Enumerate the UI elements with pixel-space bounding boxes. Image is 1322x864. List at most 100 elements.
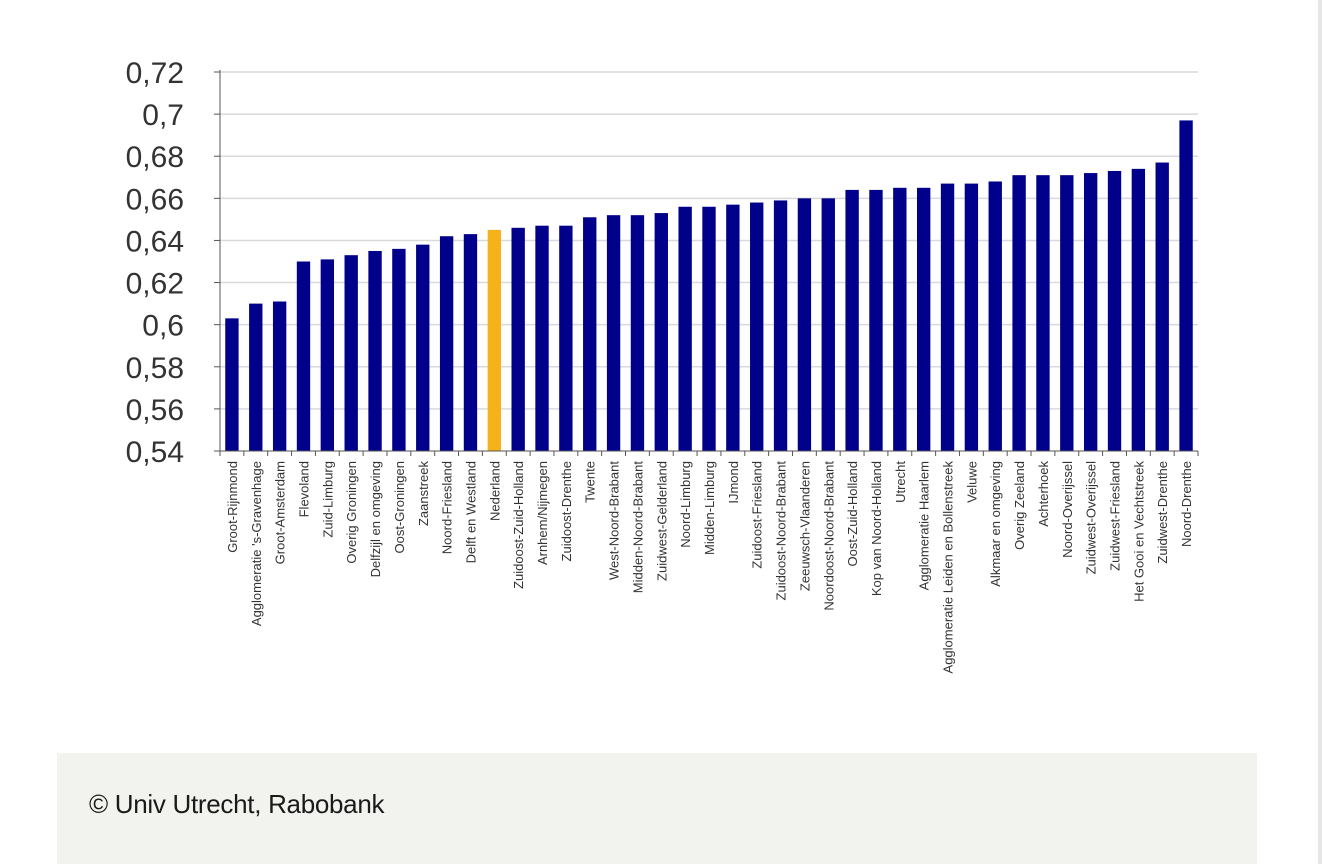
x-tick-label: Veluwe [964,461,979,503]
bar [392,248,406,451]
x-tick-label: Overig Zeeland [1012,461,1027,550]
caption-box: © Univ Utrecht, Rabobank [57,753,1257,864]
bar [750,202,764,451]
page-edge [1318,0,1322,864]
bar [1060,175,1074,451]
bar [1083,173,1098,452]
bar [917,187,931,452]
x-tick-label: Zuidoost-Friesland [750,461,765,569]
x-tick-label: Delfzijl en omgeving [368,461,383,577]
x-tick-label: Kop van Noord-Holland [869,461,884,596]
x-tick-label: Agglomeratie Leiden en Bollenstreek [941,461,956,674]
bar [296,261,311,451]
x-tick-label: Arnhem/Nijmegen [535,461,550,565]
y-tick-label: 0,6 [142,310,184,343]
bar [225,318,239,451]
x-tick-label: Groot-Amsterdam [273,461,288,564]
bar [320,259,335,451]
x-tick-label: Midden-Noord-Brabant [630,461,645,594]
x-tick-label: Agglomeratie 's-Gravenhage [249,461,264,626]
x-tick-label: Noord-Drenthe [1179,461,1194,547]
x-tick-label: IJmond [726,461,741,504]
bar [869,189,883,451]
x-tick-label: Alkmaar en omgeving [988,461,1003,587]
bar [368,250,382,451]
bar [964,183,979,451]
x-tick-label: Noord-Friesland [440,461,455,554]
bar [344,255,358,451]
x-tick-label: Flevoland [296,461,311,517]
x-tick-label: Groot-Rijnmond [225,461,240,553]
bar [988,181,1002,451]
bar [1107,170,1122,451]
bars-layer [225,120,1193,452]
x-tick-label: Zuidwest-Overijssel [1084,461,1099,575]
bar [845,189,859,451]
x-tick-labels: Groot-Rijnmond Agglomeratie 's-Gravenhage… [225,461,1194,674]
x-tick-label: Zaanstreek [416,461,431,527]
bar [416,244,430,451]
bar [487,229,501,451]
x-tick-label: Zeeuwsch-Vlaanderen [797,461,812,591]
x-tick-label: Het Gooi en Vechtstreek [1131,461,1146,602]
bar [702,206,716,451]
bar [654,213,668,451]
x-tick-label: Midden-Limburg [702,461,717,555]
bar [439,236,454,451]
x-tick-label: Zuid-Limburg [320,461,335,538]
caption-text: © Univ Utrecht, Rabobank [89,789,385,819]
x-tick-label: Nederland [487,461,502,521]
y-tick-label: 0,72 [126,57,184,90]
x-tick-label: Oost-Zuid-Holland [845,461,860,567]
chart-area: 0,54 0,56 0,58 0,6 0,62 0,64 0,66 0,68 0,7 0,72 G… [126,57,1199,674]
x-tick-label: Utrecht [893,461,908,503]
x-tick-label: Zuidoost-Noord-Brabant [774,461,789,601]
bar-chart: 0,54 0,56 0,58 0,6 0,62 0,64 0,66 0,68 0,7 0,72 G… [126,57,1199,674]
bar [583,217,597,451]
y-tick-label: 0,7 [142,99,184,132]
x-tick-label: West-Noord-Brabant [607,461,622,580]
x-tick-label: Twente [583,461,598,503]
y-tick-label: 0,54 [126,436,184,469]
y-tick-label: 0,56 [126,394,184,427]
bar [940,183,955,451]
bar [1179,120,1193,451]
bar [1155,162,1169,452]
axis-layer [214,70,1199,456]
x-tick-label: Zuidoost-Zuid-Holland [511,461,526,589]
x-tick-label: Zuidwest-Drenthe [1155,461,1170,564]
x-tick-label: Noord-Limburg [678,461,693,548]
bar [630,215,645,451]
bar [559,225,573,451]
x-tick-label: Zuidwest-Friesland [1108,461,1123,571]
bar [1012,175,1026,451]
x-tick-label: Noord-Overijssel [1060,461,1075,558]
bar [821,198,835,451]
y-tick-label: 0,64 [126,225,184,258]
x-tick-label: Zuidoost-Drenthe [559,461,574,561]
bar [893,187,907,452]
x-tick-label: Noordoost-Noord-Brabant [821,461,836,611]
x-tick-label: Achterhoek [1036,461,1051,527]
bar [463,234,478,451]
x-tick-label: Delft en Westland [463,461,478,563]
bar [726,204,740,451]
bar [249,303,263,451]
y-tick-label: 0,62 [126,268,184,301]
x-tick-label: Overig Groningen [344,461,359,564]
bar [535,225,549,451]
x-tick-label: Agglomeratie Haarlem [917,461,932,590]
bar [272,301,287,451]
x-tick-label: Zuidwest-Gelderland [654,461,669,581]
bar [1131,168,1146,451]
bar [1036,175,1050,451]
y-tick-label: 0,58 [126,352,184,385]
y-tick-label: 0,66 [126,183,184,216]
bar [773,200,788,451]
bar [606,215,621,451]
x-tick-label: Oost-Groningen [392,461,407,554]
y-tick-labels: 0,54 0,56 0,58 0,6 0,62 0,64 0,66 0,68 0,7 0,72 [126,57,184,469]
y-tick-label: 0,68 [126,141,184,174]
bar [678,206,692,451]
bar [511,227,525,451]
